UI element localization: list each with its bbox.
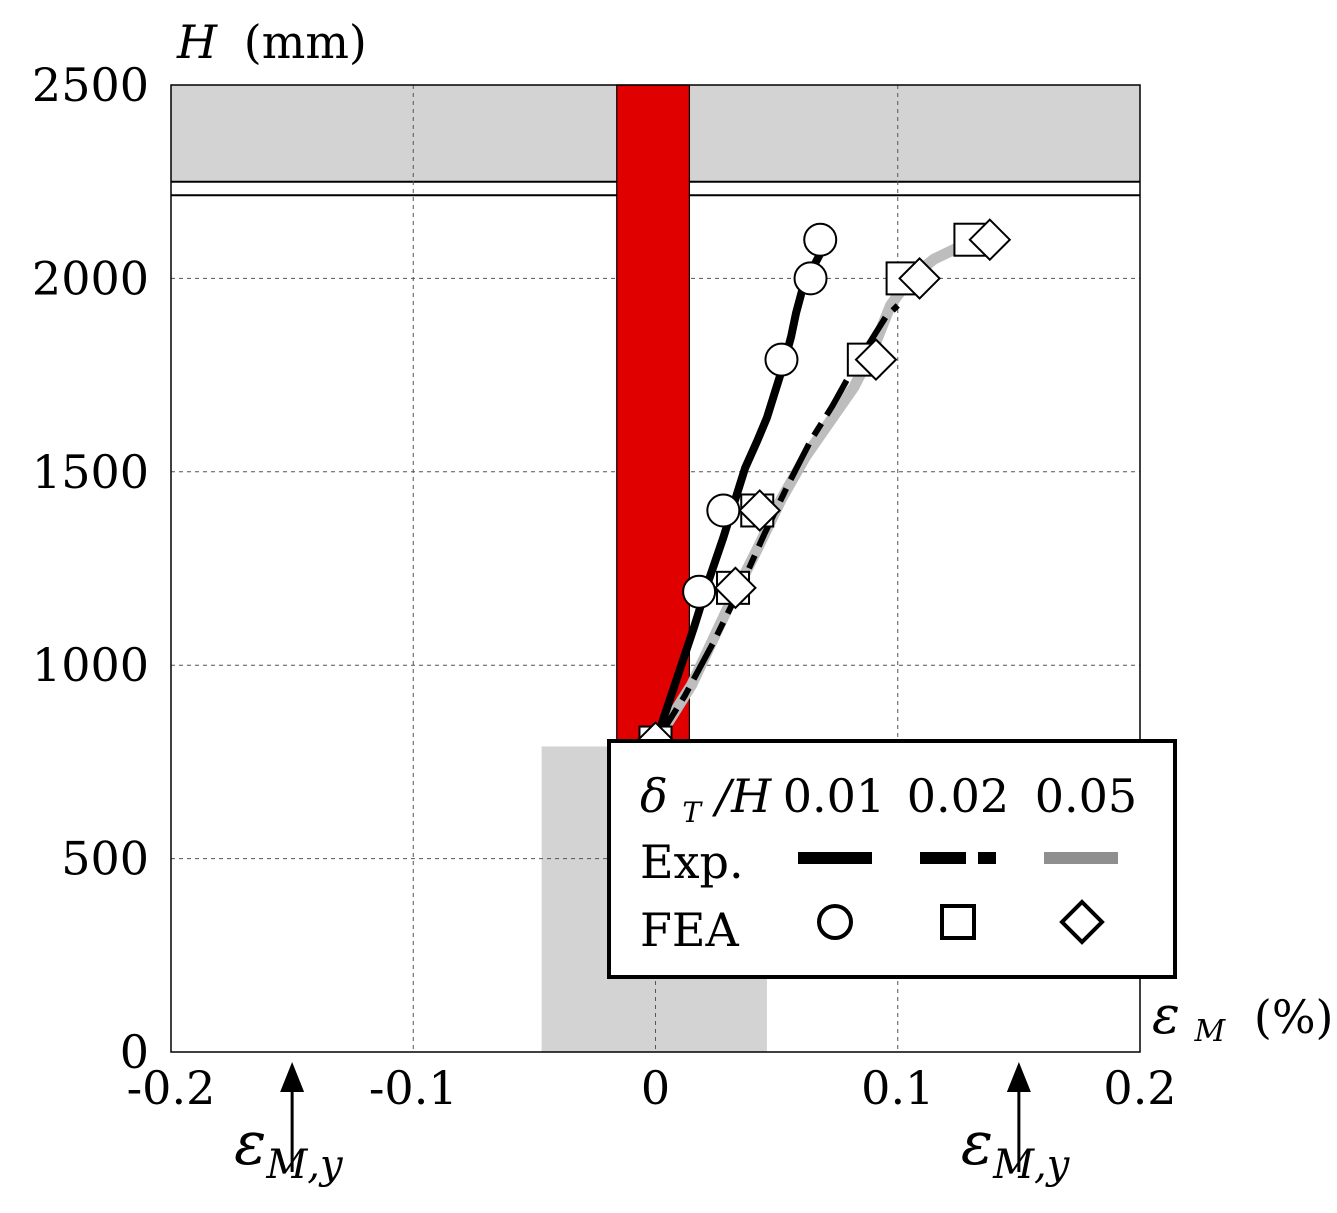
series-line-exp-0.05 — [650, 234, 984, 749]
region-yield-band — [616, 84, 691, 748]
y-tick-label: 500 — [61, 832, 149, 886]
x-axis-symbol: ε — [1152, 986, 1180, 1046]
y-tick-label: 2000 — [32, 251, 149, 305]
fea-marker-diamond — [738, 489, 782, 532]
x-tick-label: -0.2 — [127, 1061, 216, 1115]
x-axis-unit: (%) — [1254, 990, 1334, 1044]
fea-marker-circle — [764, 342, 799, 377]
legend: δ T /H 0.01 0.02 0.05 Exp. FEA — [607, 739, 1177, 979]
plot-frame — [170, 84, 1141, 1053]
legend-fea-label: FEA — [640, 903, 739, 957]
y-tick-label: 1000 — [32, 638, 149, 692]
legend-exp-label: Exp. — [640, 835, 744, 889]
y-tick-label: 2500 — [32, 58, 149, 112]
tick-labels: -0.2 -0.1 0 0.1 0.2 0 500 1000 1500 2000 2500 — [32, 58, 1177, 1115]
x-tick-label: 0.2 — [1103, 1061, 1176, 1115]
series-line-exp-0.02 — [652, 303, 900, 745]
legend-marker-square — [940, 904, 976, 940]
yield-strain-label: εM,y — [961, 1109, 1071, 1188]
yield-strain-label: εM,y — [234, 1109, 344, 1188]
legend-value-0.02: 0.02 — [907, 769, 1009, 823]
x-tick-label: 0 — [641, 1061, 670, 1115]
fea-marker-diamond — [898, 256, 941, 300]
x-tick-label: -0.1 — [369, 1061, 458, 1115]
yield-arrow-head — [280, 1062, 305, 1092]
legend-param-label: δ T /H — [640, 769, 772, 833]
fea-marker-diamond — [968, 218, 1012, 262]
fea-marker-circle — [793, 261, 828, 296]
fea-marker-circle — [682, 574, 717, 609]
x-axis-label: ε M (%) — [1152, 986, 1333, 1052]
band-layer — [616, 84, 691, 748]
legend-value-0.05: 0.05 — [1035, 769, 1137, 823]
fea-marker-circle — [803, 222, 838, 257]
legend-marker-circle — [817, 904, 853, 940]
fea-marker-diamond — [714, 566, 757, 610]
fea-marker-diamond — [854, 338, 898, 382]
fea-marker-circle — [706, 493, 741, 528]
yield-arrow-head — [1006, 1062, 1031, 1092]
x-tick-label: 0.1 — [861, 1061, 934, 1115]
y-tick-label: 0 — [120, 1025, 149, 1079]
y-axis-unit: (mm) — [244, 15, 367, 69]
y-axis-label: H (mm) — [176, 15, 367, 69]
legend-marker-diamond — [1059, 899, 1105, 945]
yield-strain-annotations: εM,y εM,y — [234, 1062, 1071, 1188]
y-axis-symbol: H — [176, 15, 218, 69]
y-tick-label: 1500 — [32, 445, 149, 499]
series-layer — [650, 234, 984, 749]
legend-value-0.01: 0.01 — [783, 769, 885, 823]
x-axis-subscript: M — [1194, 1014, 1227, 1049]
